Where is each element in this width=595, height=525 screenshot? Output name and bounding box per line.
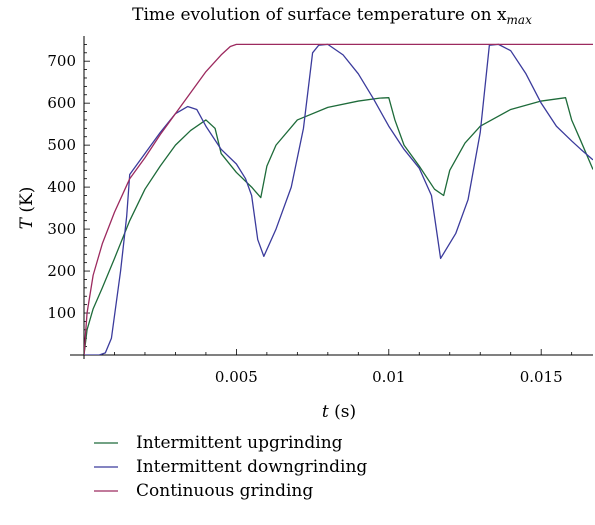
series-line-2 <box>84 43 593 355</box>
chart-title: Time evolution of surface temperature on… <box>132 5 532 27</box>
x-tick-label: 0.01 <box>372 368 405 386</box>
y-tick-label: 100 <box>47 304 76 322</box>
series-line-1 <box>84 97 593 355</box>
x-tick-label: 0.005 <box>215 368 258 386</box>
y-tick-label: 400 <box>47 178 76 196</box>
legend-label-2: Intermittent downgrinding <box>136 457 367 477</box>
legend: Intermittent upgrinding Intermittent down… <box>94 433 367 501</box>
y-tick-label: 700 <box>47 52 76 70</box>
y-tick-label: 200 <box>47 262 76 280</box>
svg-text:T (K): T (K) <box>17 187 37 230</box>
series-line-3 <box>84 43 593 355</box>
y-axis-unit: (K) <box>17 187 37 213</box>
y-tick-label: 600 <box>47 94 76 112</box>
y-tick-label: 300 <box>47 220 76 238</box>
y-axis-label: T (K) <box>17 187 37 230</box>
x-axis-unit: (s) <box>334 402 356 422</box>
x-axis-symbol: t <box>322 402 329 422</box>
y-axis-symbol: T <box>17 216 37 229</box>
x-axis-label: t (s) <box>322 402 356 422</box>
y-tick-label: 500 <box>47 136 76 154</box>
plot-area: 100 200 300 400 500 600 700 0.005 0.01 0.015 <box>47 36 593 386</box>
chart-title-subscript: max <box>507 13 533 27</box>
legend-label-3: Continuous grinding <box>136 481 313 501</box>
legend-label-1: Intermittent upgrinding <box>136 433 343 453</box>
chart-title-text: Time evolution of surface temperature on… <box>132 5 507 25</box>
x-tick-label: 0.015 <box>520 368 563 386</box>
